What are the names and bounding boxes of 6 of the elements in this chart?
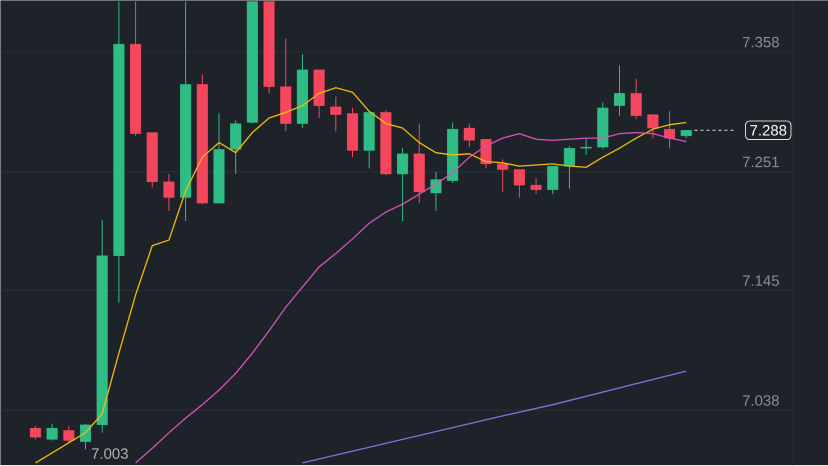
y-tick-label: 7.145 (742, 276, 779, 286)
annotation: 7.003 (92, 448, 128, 460)
ref-line-label: 7.288 (750, 125, 786, 136)
y-tick-label: 7.251 (742, 156, 779, 168)
y-tick-label: 7.358 (742, 37, 779, 48)
y-tick-label: 7.038 (742, 395, 779, 406)
